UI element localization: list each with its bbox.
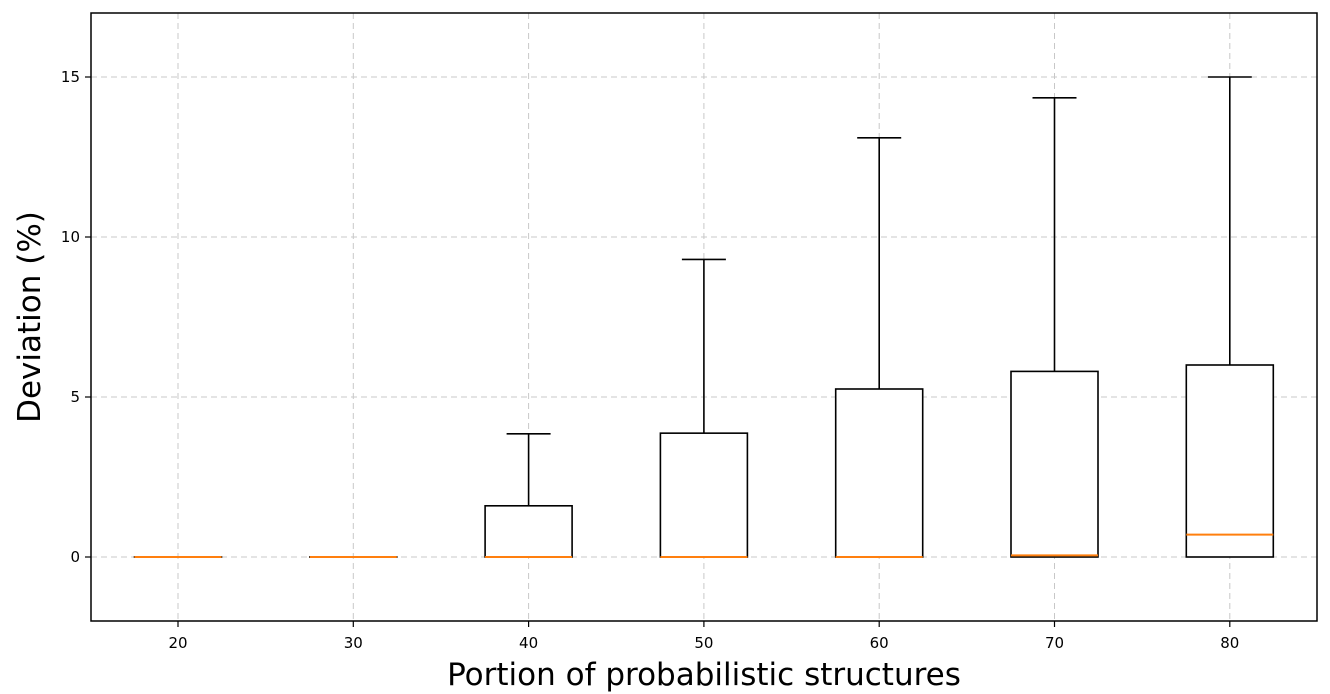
box-group xyxy=(1010,97,1099,558)
box-iqr xyxy=(834,388,924,558)
y-tick-label: 15 xyxy=(61,68,80,86)
x-tick-label: 20 xyxy=(168,634,187,652)
box-iqr xyxy=(1010,370,1099,558)
tick-layer: 0 5 10 15 20 30 40 50 60 70 80 xyxy=(61,68,1239,652)
x-tick-label: 50 xyxy=(694,634,713,652)
box-group xyxy=(834,137,924,558)
y-tick-label: 5 xyxy=(70,388,80,406)
box-iqr xyxy=(1185,364,1275,558)
box-group xyxy=(484,432,573,558)
y-tick-label: 0 xyxy=(70,548,80,566)
x-axis-label: Portion of probabilistic structures xyxy=(447,657,961,693)
box-iqr xyxy=(659,432,749,558)
box-group xyxy=(659,258,749,558)
x-tick-label: 60 xyxy=(870,634,889,652)
box-layer xyxy=(133,76,1275,558)
x-tick-label: 70 xyxy=(1045,634,1064,652)
x-tick-label: 80 xyxy=(1220,634,1239,652)
y-tick-label: 10 xyxy=(61,228,80,246)
box-iqr xyxy=(484,504,573,558)
y-axis-label: Deviation (%) xyxy=(12,211,48,423)
x-tick-label: 30 xyxy=(344,634,363,652)
x-tick-label: 40 xyxy=(519,634,538,652)
box-group xyxy=(1185,76,1275,558)
